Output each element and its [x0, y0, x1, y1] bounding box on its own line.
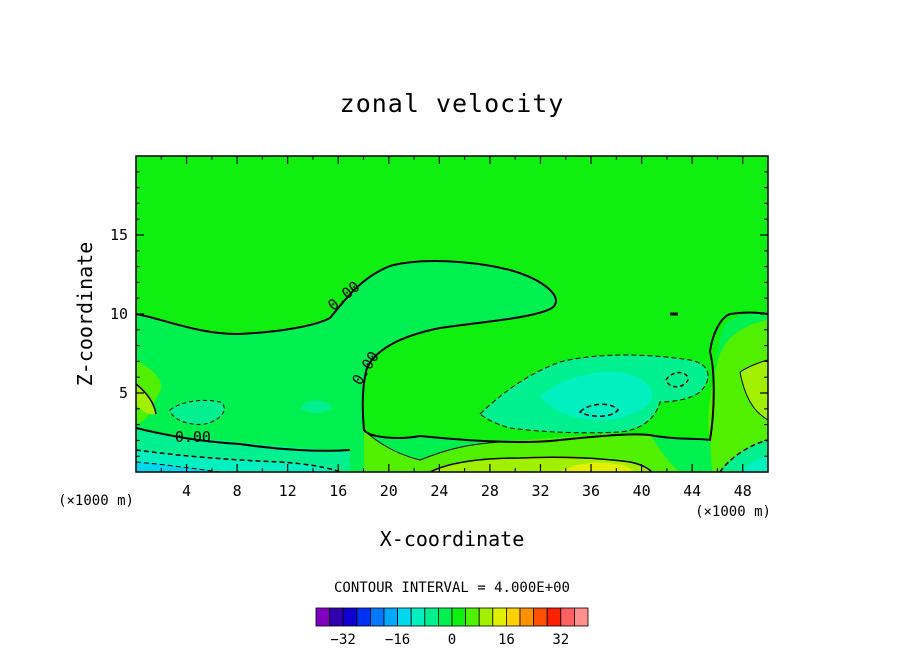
region-pos1-right: [708, 320, 768, 472]
region-neg1-left: [170, 400, 225, 425]
colorbar-cell: [329, 607, 344, 627]
x-axis-title: X-coordinate: [380, 527, 525, 551]
colorbar-cell: [437, 607, 453, 627]
y-axis-title: Z-coordinate: [73, 242, 97, 387]
x-tick-label: 32: [531, 482, 549, 500]
region-zero-lower-left: [136, 360, 270, 436]
zero-contour-upper: [136, 260, 768, 444]
x-tick-label: 40: [633, 482, 651, 500]
colorbar-cell: [356, 607, 371, 627]
y-tick-label: 15: [110, 226, 128, 244]
contour-lines: [136, 260, 768, 472]
region-neg2-bottom-right: [740, 456, 768, 472]
colorbar-cell: [410, 607, 426, 627]
x-tick-label: 8: [233, 482, 242, 500]
region-pos2-right: [740, 360, 768, 420]
chart-title: zonal velocity: [340, 89, 565, 118]
x-tick-label: 16: [329, 482, 347, 500]
neg-contour-bottom-right: [719, 439, 768, 472]
colorbar-cell: [492, 607, 507, 627]
colorbar-cell: [546, 607, 562, 627]
x-tick-label: 20: [380, 482, 398, 500]
x-tick-label: 24: [430, 482, 448, 500]
colorbar: [315, 607, 589, 627]
y-axis: 5 10 15: [110, 171, 768, 457]
colorbar-tick-label: 16: [498, 632, 515, 648]
contour-interval-label: CONTOUR INTERVAL = 4.000E+00: [334, 580, 570, 596]
colorbar-tick-label: 32: [552, 632, 569, 648]
colorbar-cell: [519, 607, 535, 627]
region-neg2-right: [540, 371, 653, 420]
contour-field: [136, 156, 768, 472]
colorbar-tick-label: −32: [331, 632, 356, 648]
colorbar-cell: [397, 607, 412, 627]
colorbar-cell: [533, 607, 548, 627]
colorbar-cell: [465, 607, 480, 627]
y-tick-label: 5: [119, 384, 128, 402]
neg-contour-left: [169, 399, 225, 425]
x-tick-label: 48: [734, 482, 752, 500]
pos-contour-bottom: [429, 456, 653, 472]
colorbar-tick-label: −16: [385, 632, 410, 648]
neg-contour-right: [479, 354, 709, 434]
y-tick-label: 10: [110, 305, 128, 323]
x-tick-label: 36: [582, 482, 600, 500]
x-unit-label-right: (×1000 m): [695, 504, 771, 520]
region-neg1-center: [300, 400, 332, 414]
colorbar-cell: [451, 607, 467, 627]
x-tick-label: 4: [182, 482, 191, 500]
neg-contour-bottom: [136, 449, 341, 472]
neg-contour-bottom2: [136, 461, 221, 472]
colorbar-cell: [383, 607, 399, 627]
colorbar-cell: [505, 607, 521, 627]
x-tick-label: 12: [279, 482, 297, 500]
colorbar-tick-label: 0: [448, 632, 456, 648]
colorbar-cell: [424, 607, 439, 627]
x-axis: 4 8 12 16 20 24 28 32 36 40 44 48: [160, 156, 752, 500]
zero-contour-lower: [136, 427, 351, 452]
x-tick-label: 44: [683, 482, 701, 500]
left-edge-contour: [136, 383, 157, 415]
contour-label: 0.00: [175, 428, 211, 446]
colorbar-labels: −32 −16 0 16 32: [331, 632, 570, 648]
pos-contour-bottom2: [363, 429, 501, 461]
x-unit-label-left: (×1000 m): [58, 493, 134, 509]
neg-contour-right-inner: [578, 403, 619, 417]
colorbar-cell: [342, 607, 358, 627]
x-tick-label: 28: [481, 482, 499, 500]
neg-contour-small-right: [665, 371, 689, 388]
colorbar-cell: [560, 607, 575, 627]
region-pos3-bottom: [560, 462, 634, 472]
region-zero-upper: [136, 261, 768, 472]
colorbar-cell: [574, 607, 589, 627]
colorbar-cell: [315, 607, 331, 627]
colorbar-cell: [478, 607, 494, 627]
colorbar-cell: [369, 607, 385, 627]
region-pos1-left-edge2: [136, 384, 156, 415]
